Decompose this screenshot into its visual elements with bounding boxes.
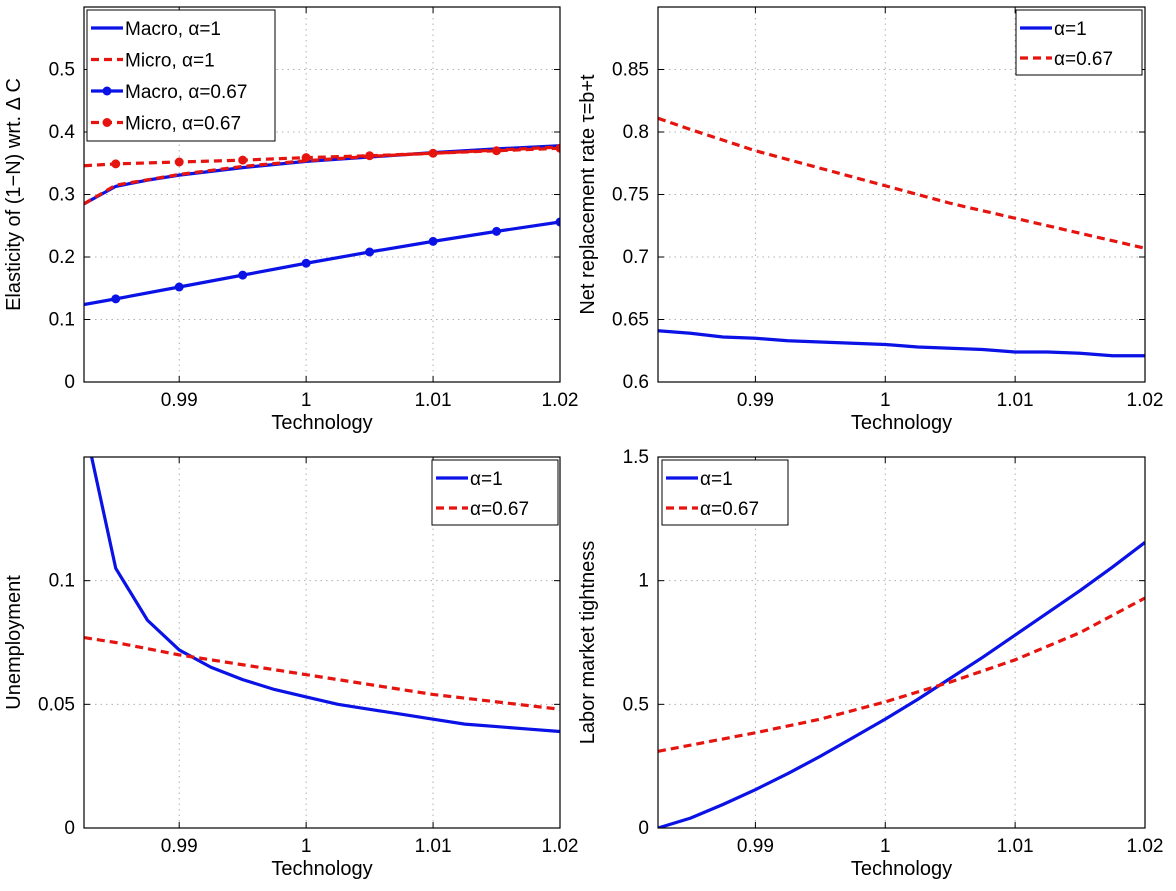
y-tick-label: 0.2 bbox=[49, 247, 75, 268]
legend-box bbox=[1015, 9, 1143, 76]
legend-label: Macro, α=1 bbox=[125, 19, 221, 40]
y-tick-label: 0.7 bbox=[623, 247, 649, 268]
legend-label: Micro, α=0.67 bbox=[125, 114, 241, 135]
legend-label: α=1 bbox=[470, 469, 503, 490]
x-tick-label: 1.01 bbox=[415, 836, 452, 857]
x-tick-label: 1 bbox=[301, 390, 312, 411]
y-tick-label: 0.75 bbox=[612, 185, 649, 206]
series-group bbox=[658, 116, 1145, 358]
series-line-1 bbox=[658, 329, 1145, 358]
series-marker bbox=[492, 226, 502, 236]
legend-label: α=0.67 bbox=[470, 499, 529, 520]
series-marker bbox=[428, 236, 438, 246]
y-tick-label: 1.5 bbox=[623, 447, 649, 468]
series-marker bbox=[301, 258, 311, 268]
x-tick-label: 1.02 bbox=[1127, 390, 1164, 411]
series-marker bbox=[365, 247, 375, 257]
x-tick-label: 0.99 bbox=[161, 836, 198, 857]
y-tick-label: 0.8 bbox=[623, 122, 649, 143]
y-tick-label: 1 bbox=[638, 571, 649, 592]
series-marker bbox=[428, 148, 438, 158]
series-marker bbox=[111, 294, 121, 304]
chart-panel-3: 0.99 1 1.01 1.02 0 0.05 0.1 Technology Unemploym… bbox=[3, 456, 579, 880]
x-tick-label: 1 bbox=[301, 836, 312, 857]
chart-panel-1: 0.99 1 1.01 1.02 0 0.1 0.2 0.3 0.4 0.5 Technology E… bbox=[3, 6, 579, 434]
legend: α=1 α=0.67 bbox=[1015, 9, 1143, 76]
y-tick-label: 0.3 bbox=[49, 185, 75, 206]
x-axis-title: Technology bbox=[851, 412, 952, 434]
legend-label: α=0.67 bbox=[700, 499, 759, 520]
x-tick-label: 1 bbox=[880, 390, 891, 411]
y-tick-label: 0 bbox=[64, 818, 75, 839]
legend: α=1 α=0.67 bbox=[661, 459, 789, 526]
series-line-1 bbox=[90, 457, 560, 734]
series-marker bbox=[238, 155, 248, 165]
axes-box bbox=[657, 6, 1146, 383]
legend-label: Macro, α=0.67 bbox=[125, 82, 247, 103]
chart-panel-2: 0.99 1 1.01 1.02 0.6 0.65 0.7 0.75 0.8 0.85 Techno… bbox=[577, 6, 1164, 434]
series-group bbox=[84, 457, 560, 734]
y-tick-label: 0.05 bbox=[38, 694, 75, 715]
y-tick-label: 0.4 bbox=[49, 122, 76, 143]
legend-marker bbox=[102, 118, 112, 127]
legend: Macro, α=1 Micro, α=1 Macro, α=0.67 Micro, … bbox=[86, 9, 276, 142]
y-tick-label: 0.1 bbox=[49, 571, 75, 592]
y-tick-label: 0.85 bbox=[612, 60, 649, 81]
legend-box bbox=[661, 459, 789, 526]
series-marker bbox=[555, 217, 560, 227]
series-line-1 bbox=[658, 541, 1145, 828]
x-tick-label: 0.99 bbox=[737, 390, 774, 411]
series-group bbox=[658, 541, 1145, 828]
y-tick-label: 0.65 bbox=[612, 310, 649, 331]
legend-box bbox=[431, 459, 559, 526]
series-group bbox=[84, 143, 560, 307]
series-marker bbox=[111, 159, 121, 169]
y-axis-title: Unemployment bbox=[3, 575, 25, 710]
series-marker bbox=[301, 153, 311, 163]
y-tick-label: 0.1 bbox=[49, 310, 75, 331]
series-marker bbox=[555, 143, 560, 153]
legend-label: α=0.67 bbox=[1054, 49, 1113, 70]
series-marker bbox=[365, 151, 375, 161]
x-axis-title: Technology bbox=[851, 858, 952, 880]
series-marker bbox=[238, 270, 248, 280]
y-axis-title: Net replacement rate τ=b+t bbox=[577, 74, 599, 315]
x-tick-label: 1 bbox=[880, 836, 891, 857]
chart-panel-4: 0.99 1 1.01 1.02 0 0.5 1 1.5 Technology Labor mar… bbox=[577, 447, 1163, 880]
x-tick-label: 1.02 bbox=[542, 390, 579, 411]
legend-box bbox=[86, 9, 276, 142]
legend: α=1 α=0.67 bbox=[431, 459, 559, 526]
series-marker bbox=[492, 146, 502, 156]
series-line-2 bbox=[658, 116, 1145, 250]
y-tick-label: 0.5 bbox=[49, 60, 75, 81]
y-tick-label: 0 bbox=[64, 372, 75, 393]
axes-box bbox=[83, 456, 561, 829]
x-tick-label: 1.01 bbox=[997, 390, 1034, 411]
axes-box bbox=[657, 456, 1146, 829]
x-tick-label: 1.02 bbox=[1127, 836, 1164, 857]
legend-marker bbox=[102, 86, 112, 96]
x-tick-label: 1.01 bbox=[415, 390, 452, 411]
x-tick-label: 1.02 bbox=[542, 836, 579, 857]
x-axis-title: Technology bbox=[271, 858, 372, 880]
y-axis-title: Labor market tightness bbox=[577, 541, 599, 744]
y-tick-label: 0.5 bbox=[623, 694, 649, 715]
axes-box bbox=[83, 6, 561, 383]
y-tick-label: 0 bbox=[638, 818, 649, 839]
x-axis-title: Technology bbox=[271, 412, 372, 434]
legend-label: α=1 bbox=[1054, 19, 1087, 40]
y-tick-label: 0.6 bbox=[623, 372, 649, 393]
legend-label: Micro, α=1 bbox=[125, 51, 215, 72]
legend-label: α=1 bbox=[700, 469, 733, 490]
series-line-2 bbox=[658, 596, 1145, 753]
y-axis-title: Elasticity of (1−N) wrt. Δ C bbox=[3, 78, 25, 311]
x-tick-label: 0.99 bbox=[161, 390, 198, 411]
series-marker bbox=[174, 157, 184, 167]
series-line-2 bbox=[84, 635, 560, 711]
x-tick-label: 1.01 bbox=[997, 836, 1034, 857]
x-tick-label: 0.99 bbox=[737, 836, 774, 857]
series-marker bbox=[174, 282, 184, 292]
